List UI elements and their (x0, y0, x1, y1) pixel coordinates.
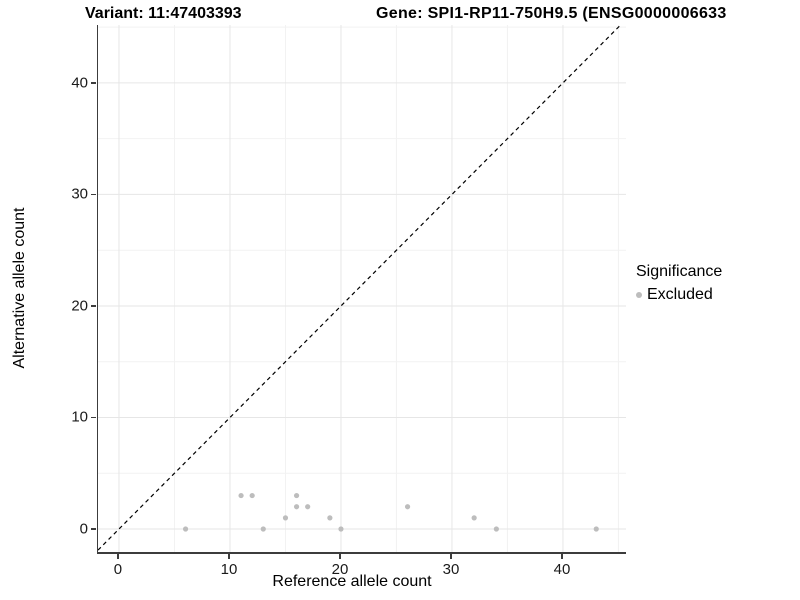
data-point (238, 492, 244, 499)
data-point (249, 492, 255, 499)
legend-entry-label: Excluded (647, 286, 713, 303)
data-point (182, 526, 189, 532)
legend: Significance Excluded (636, 263, 722, 304)
x-tick-mark (228, 554, 230, 559)
y-axis-label: Alternative allele count (11, 207, 28, 369)
x-tick-mark (450, 554, 452, 559)
variant-title: Variant: 11:47403393 (85, 5, 242, 22)
y-tick-mark (91, 193, 96, 196)
y-tick-label: 30 (71, 185, 88, 203)
data-point (327, 515, 333, 521)
x-axis-label: Reference allele count (272, 573, 432, 590)
data-point (471, 515, 477, 521)
x-tick-label: 10 (220, 561, 238, 578)
y-tick-label: 0 (79, 520, 88, 538)
legend-entries: Excluded (636, 286, 722, 304)
y-tick-mark (91, 305, 96, 307)
plot-panel (97, 25, 626, 554)
y-tick-label: 10 (71, 408, 88, 426)
x-tick-label: 20 (331, 561, 349, 578)
x-tick-label: 40 (553, 561, 571, 578)
x-tick-mark (339, 554, 341, 559)
legend-title: Significance (636, 263, 723, 280)
data-point (493, 526, 499, 532)
data-point (305, 504, 311, 510)
identity-line (98, 25, 621, 551)
data-point (260, 526, 266, 532)
gene-title: Gene: SPI1-RP11-750H9.5 (ENSG0000006633 (376, 5, 727, 22)
data-point (282, 515, 289, 521)
y-tick-mark (91, 416, 96, 419)
data-point (404, 504, 411, 510)
legend-key-dot-icon (636, 292, 642, 298)
x-tick-label: 30 (442, 561, 460, 578)
x-tick-label: 0 (113, 561, 123, 578)
y-tick-label: 20 (71, 297, 88, 315)
legend-entry: Excluded (636, 286, 722, 304)
data-point (293, 504, 300, 510)
y-tick-label: 40 (71, 74, 88, 92)
chart-canvas (98, 25, 626, 552)
data-point (338, 526, 344, 532)
y-tick-mark (91, 528, 96, 530)
y-tick-mark (91, 82, 96, 84)
data-point (293, 492, 300, 499)
data-point (593, 526, 599, 532)
x-tick-mark (561, 554, 563, 559)
x-tick-mark (117, 554, 119, 559)
